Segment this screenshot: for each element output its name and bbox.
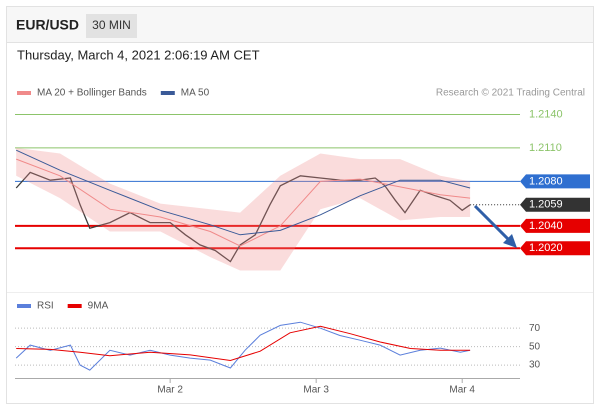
level-box <box>520 218 590 233</box>
series-line <box>15 149 471 236</box>
forecast-arrow-head <box>503 234 517 248</box>
legend-label: 9MA <box>88 301 109 312</box>
series-line <box>16 325 471 362</box>
y-tick-label: 70 <box>529 323 541 334</box>
level-label: 1.2040 <box>529 220 563 232</box>
x-tick-label: Mar 3 <box>303 385 329 396</box>
level-box <box>520 197 590 212</box>
y-tick-label: 50 <box>529 341 541 352</box>
level-label: 1.2020 <box>529 242 563 254</box>
credit: Research © 2021 Trading Central <box>436 88 585 99</box>
legend-label: RSI <box>37 301 54 312</box>
bollinger-band <box>16 147 471 271</box>
legend-label: MA 20 + Bollinger Bands <box>37 88 147 99</box>
series-line <box>16 158 471 247</box>
series-line <box>15 171 471 263</box>
level-label: 1.2080 <box>529 175 563 187</box>
legend-label: MA 50 <box>181 88 210 99</box>
level-box <box>520 241 590 256</box>
level-label: 1.2110 <box>529 142 562 154</box>
x-tick-label: Mar 2 <box>157 385 183 396</box>
level-box <box>520 174 590 189</box>
forecast-arrow <box>473 204 513 244</box>
symbol: EUR/USD <box>16 17 79 33</box>
interval-badge <box>86 14 137 38</box>
level-label: 1.2140 <box>529 108 563 120</box>
level-label: 1.2059 <box>529 199 563 211</box>
marks: 1.2140 1.2110 1.2080 1.2059 1.2040 1.2020 MA 2… <box>15 88 590 396</box>
interval: 30 MIN <box>92 18 131 32</box>
datetime: Thursday, March 4, 2021 2:06:19 AM CET <box>17 47 260 62</box>
series-line <box>15 321 471 371</box>
x-tick-label: Mar 4 <box>449 385 475 396</box>
y-tick-label: 30 <box>529 360 541 371</box>
